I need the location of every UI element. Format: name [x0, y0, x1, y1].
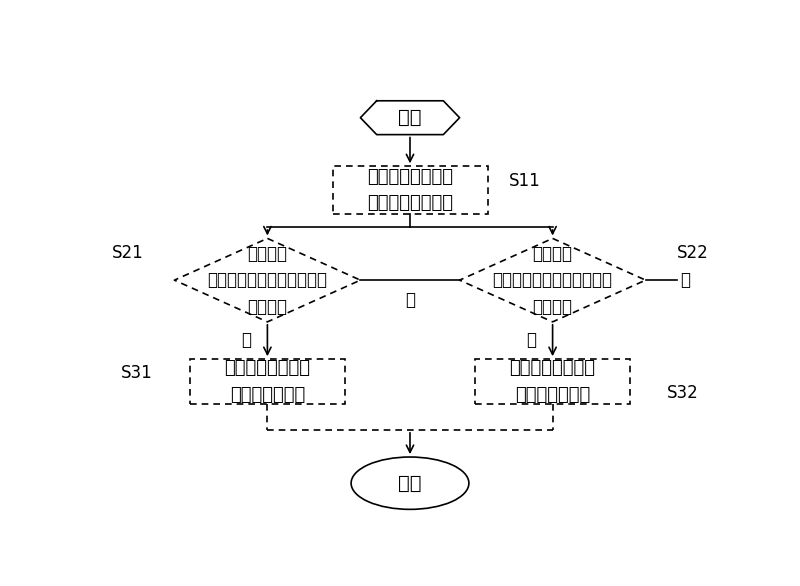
Polygon shape	[459, 239, 646, 322]
Text: 否: 否	[680, 271, 690, 289]
Polygon shape	[360, 101, 459, 135]
Bar	[475, 359, 630, 404]
Text: 开始: 开始	[398, 108, 422, 127]
Bar	[333, 166, 487, 213]
Text: S11: S11	[510, 172, 541, 190]
Text: 反馈给所述外部网
元下发所述短信: 反馈给所述外部网 元下发所述短信	[510, 359, 595, 404]
Polygon shape	[174, 239, 361, 322]
Text: 接收外部网元发送
的所述短信的内容: 接收外部网元发送 的所述短信的内容	[367, 168, 453, 212]
Bar	[190, 359, 345, 404]
Text: 结束: 结束	[398, 473, 422, 493]
Text: 是: 是	[526, 331, 536, 349]
Text: S22: S22	[677, 244, 708, 262]
Text: S21: S21	[112, 244, 143, 262]
Text: 根据谐音
字规则，所述短信是谐音字
垃圾短信: 根据谐音 字规则，所述短信是谐音字 垃圾短信	[207, 245, 327, 315]
Ellipse shape	[351, 457, 469, 509]
Text: 根据形近
字规则，所述短信是形近字
垃圾短信: 根据形近 字规则，所述短信是形近字 垃圾短信	[493, 245, 613, 315]
Text: 是: 是	[241, 331, 250, 349]
Text: S32: S32	[667, 384, 699, 402]
Text: S31: S31	[121, 364, 153, 381]
Text: 否: 否	[405, 291, 415, 309]
Text: 反馈给所述外部网
元拦截所述短信: 反馈给所述外部网 元拦截所述短信	[224, 359, 310, 404]
